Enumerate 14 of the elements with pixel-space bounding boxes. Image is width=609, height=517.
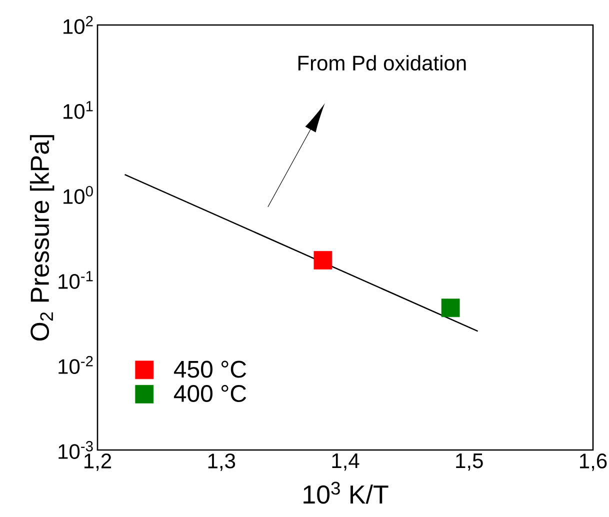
x-tick-label: 1,6 [580, 454, 607, 471]
x-axis-title: 10$^{3}$ K/T [304, 482, 388, 504]
y-tick-label: 10$^{2}$ [64, 16, 93, 34]
y-tick-label: 10$^{-2}$ [58, 356, 93, 374]
x-tick-label: 1,4 [332, 454, 360, 471]
legend-label: 400 °C [174, 385, 246, 402]
y-tick-label: 10$^{-1}$ [58, 271, 93, 289]
y-axis-title: O$_{2}$ Pressure [kPa] [30, 135, 54, 341]
y-tick-label: 10$^{0}$ [64, 186, 93, 204]
x-tick-label: 1,5 [456, 454, 483, 471]
annotation: From Pd oxidation [298, 55, 466, 71]
y-tick-label: 10$^{1}$ [64, 101, 93, 119]
legend-label: 450 °C [174, 360, 246, 378]
x-tick-label: 1,3 [208, 454, 236, 471]
